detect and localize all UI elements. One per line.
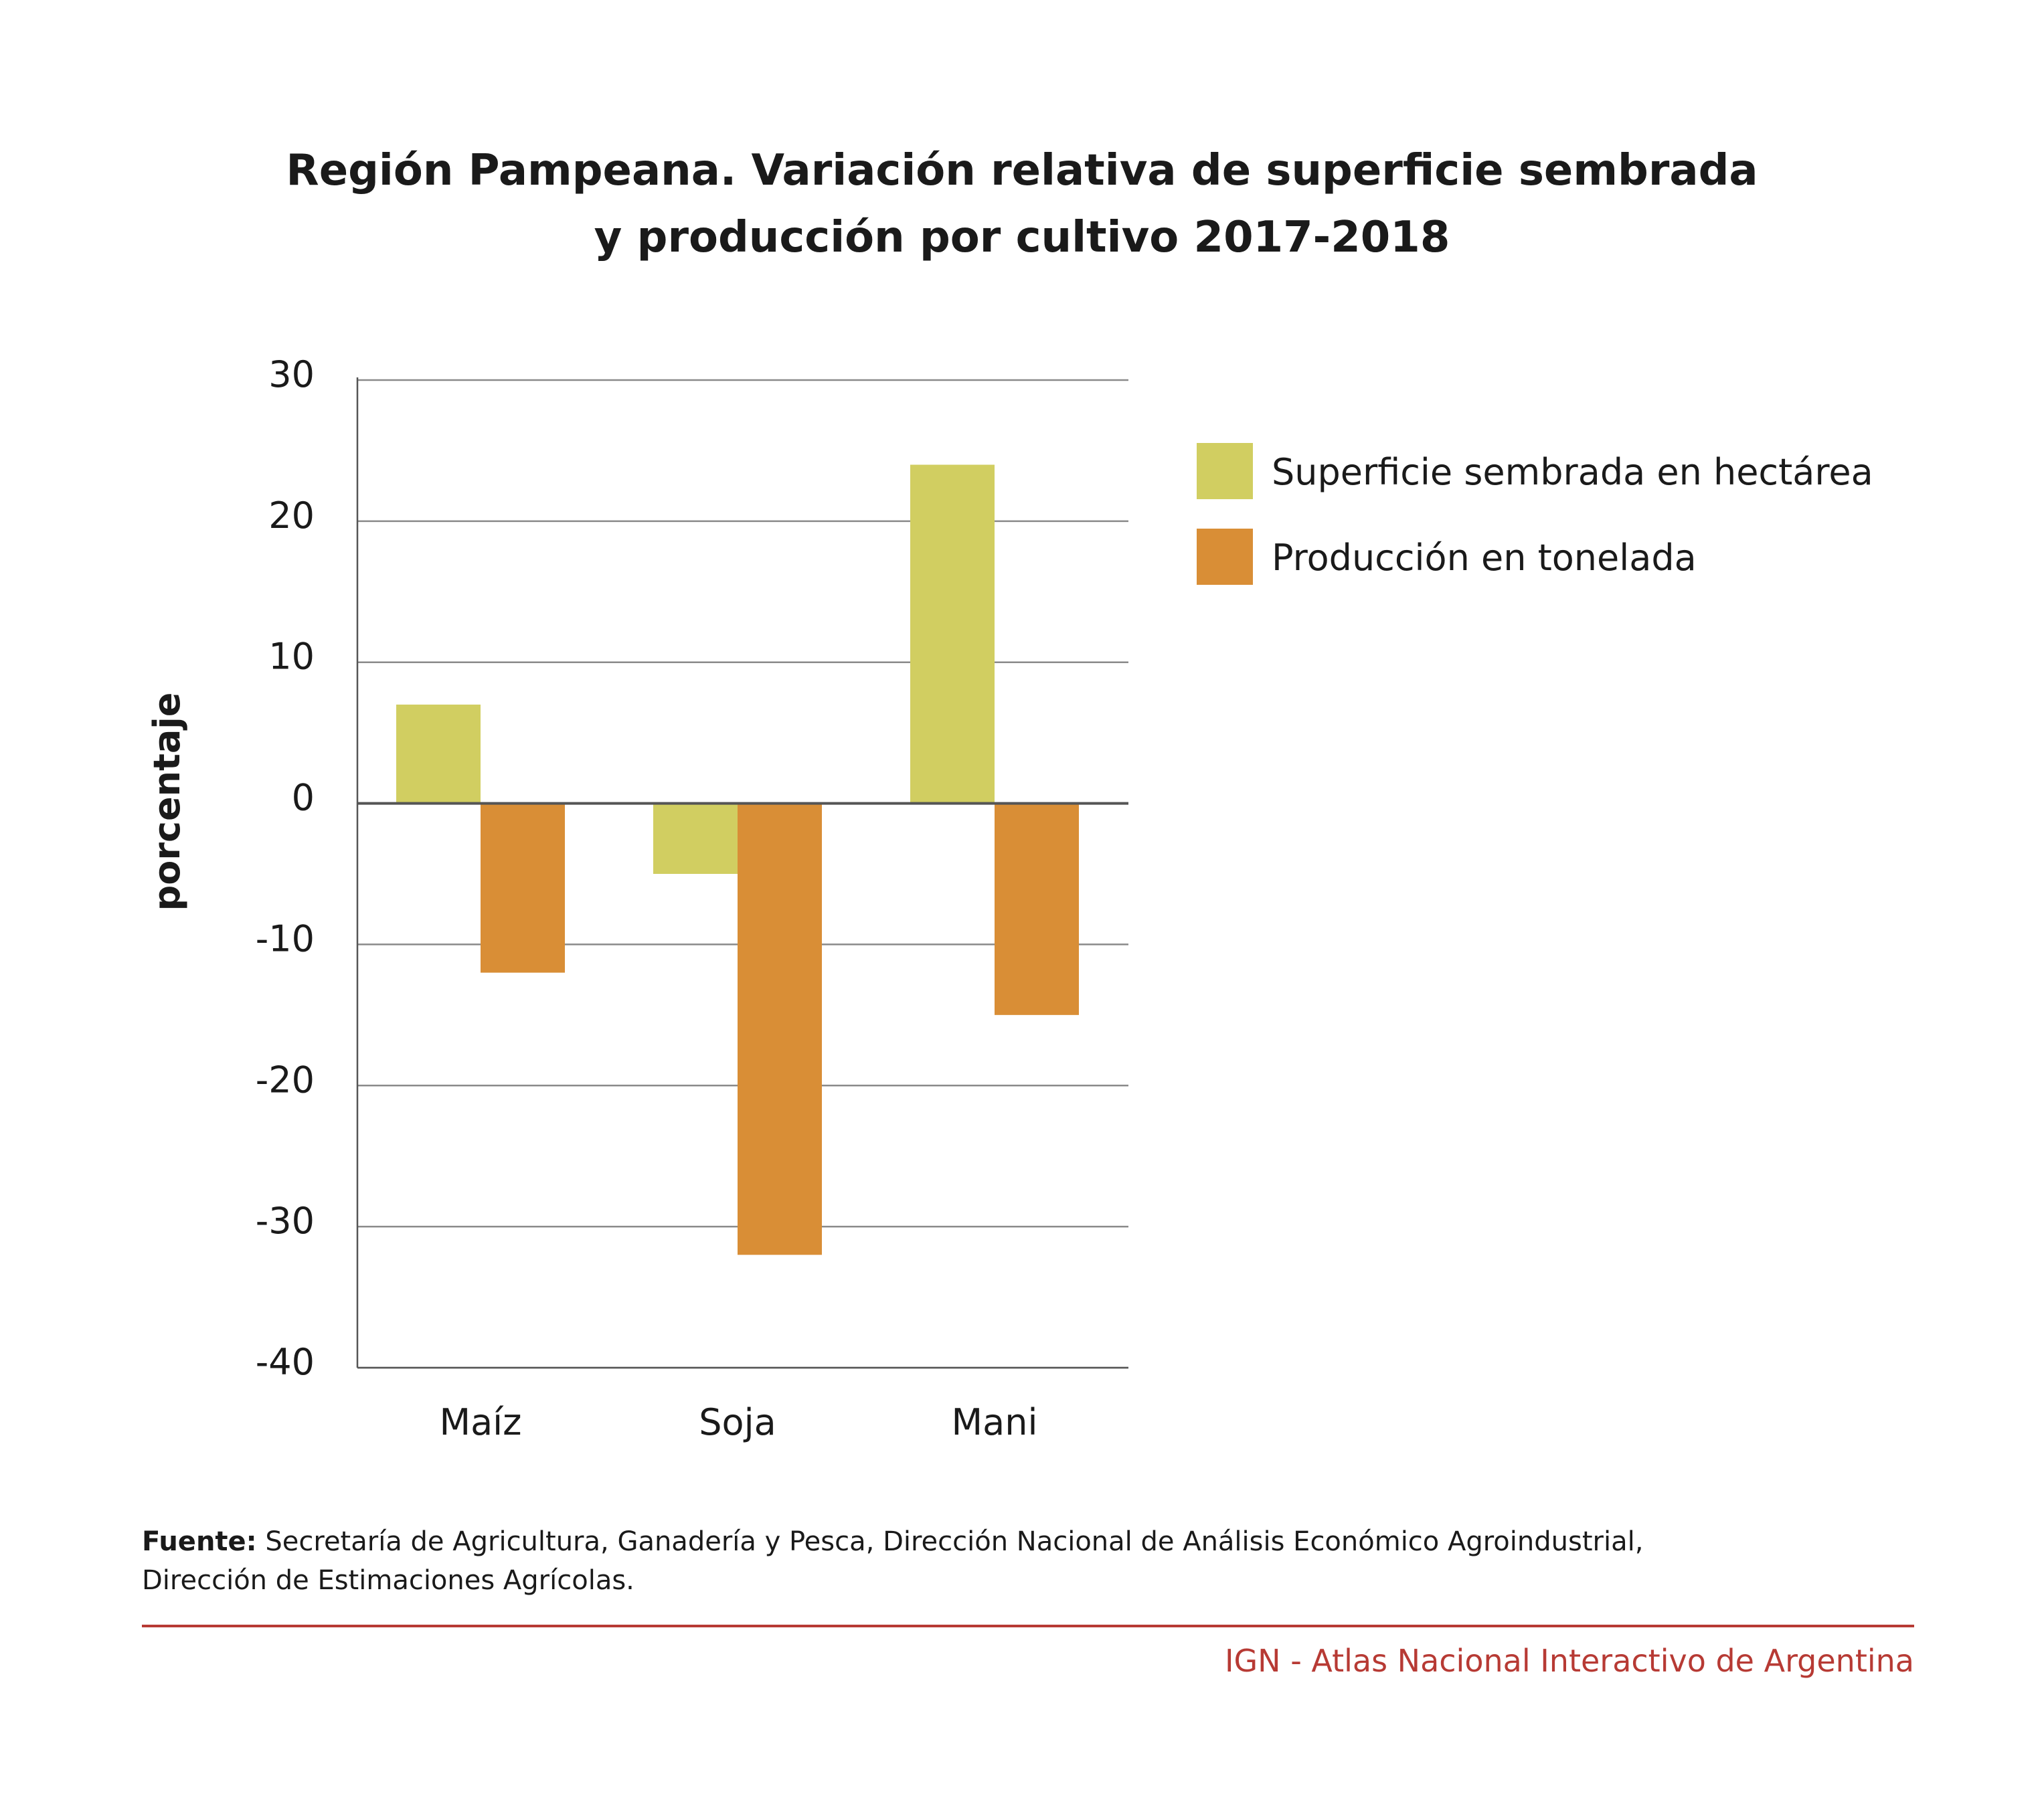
bars — [396, 464, 1079, 1255]
legend-swatch — [1197, 529, 1253, 585]
x-tick-label: Maíz — [439, 1401, 521, 1443]
legend: Superficie sembrada en hectárea Producció… — [1197, 443, 1873, 585]
source-note: Fuente: Secretaría de Agricultura, Ganad… — [142, 1522, 1949, 1600]
x-tick-labels: Maíz Soja Mani — [439, 1401, 1037, 1443]
source-line-1: Fuente: Secretaría de Agricultura, Ganad… — [142, 1522, 1949, 1561]
bar-produccion-2 — [995, 803, 1079, 1015]
y-tick-label: 10 — [268, 636, 315, 678]
bar-produccion-0 — [481, 803, 565, 973]
bar-produccion-1 — [738, 803, 822, 1255]
source-line-2: Dirección de Estimaciones Agrícolas. — [142, 1565, 634, 1596]
y-tick-labels: 30 20 10 0 -10 -20 -30 -40 — [256, 353, 315, 1383]
y-tick-label: 20 — [268, 494, 315, 537]
bar-superficie-2 — [910, 464, 995, 804]
source-text: Secretaría de Agricultura, Ganadería y P… — [256, 1526, 1644, 1557]
y-tick-label: -10 — [256, 917, 315, 960]
y-tick-label: -20 — [256, 1059, 315, 1101]
y-tick-label: 30 — [268, 353, 315, 395]
bar-chart: 30 20 10 0 -10 -20 -30 -40 Maíz Soja Mani porcent… — [146, 353, 1873, 1443]
y-axis-label: porcentaje — [146, 693, 188, 911]
chart-title-line-1: Región Pampeana. Variación relativa de s… — [286, 146, 1758, 195]
legend-swatch — [1197, 443, 1253, 499]
bar-superficie-1 — [653, 803, 738, 874]
x-tick-label: Mani — [952, 1401, 1038, 1443]
legend-label: Superficie sembrada en hectárea — [1272, 451, 1873, 493]
x-tick-label: Soja — [699, 1401, 776, 1443]
bar-superficie-0 — [396, 704, 481, 804]
chart-title-line-2: y producción por cultivo 2017-2018 — [594, 213, 1450, 262]
source-label: Fuente: — [142, 1526, 257, 1557]
axes — [356, 377, 1128, 1369]
credit-text: IGN - Atlas Nacional Interactivo de Arge… — [1224, 1643, 1914, 1679]
chart-title: Región Pampeana. Variación relativa de s… — [0, 137, 2044, 271]
y-tick-label: -40 — [256, 1341, 315, 1383]
y-tick-label: -30 — [256, 1200, 315, 1242]
footer-divider — [142, 1625, 1914, 1627]
legend-label: Producción en tonelada — [1272, 537, 1697, 579]
y-tick-label: 0 — [292, 777, 315, 819]
